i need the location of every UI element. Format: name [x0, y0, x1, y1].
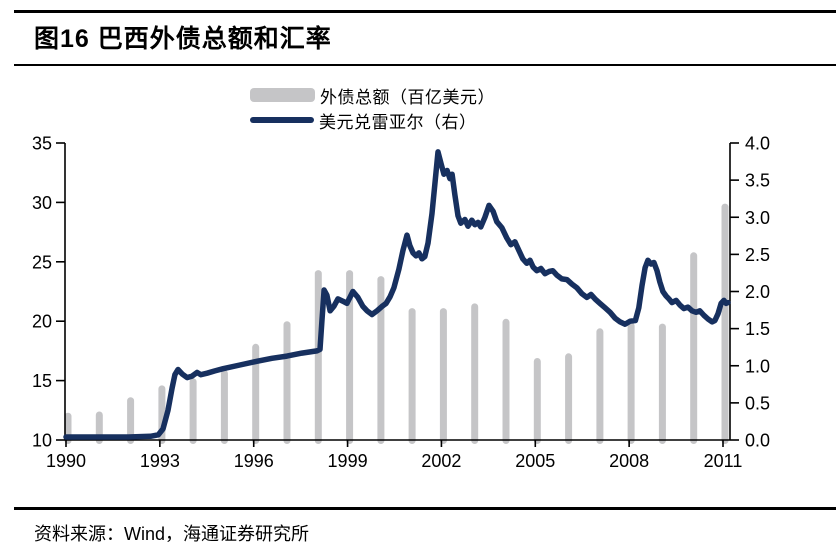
- left-axis-label: 35: [32, 134, 52, 154]
- bar-2010: [690, 252, 698, 444]
- title-rule: [14, 64, 836, 66]
- bar-2001: [408, 308, 416, 444]
- bar-1999: [346, 270, 354, 444]
- bar-2006: [565, 353, 573, 444]
- bar-2005: [533, 358, 541, 444]
- bar-2011: [721, 203, 729, 444]
- line-swatch-icon: [250, 117, 314, 123]
- bar-1992: [127, 397, 135, 444]
- x-axis-label: 1996: [234, 451, 274, 471]
- right-axis-label: 1.0: [745, 356, 770, 376]
- bar-2008: [627, 322, 635, 444]
- bar-2003: [471, 303, 479, 444]
- right-axis-label: 0.5: [745, 393, 770, 413]
- x-axis-label: 1990: [46, 451, 86, 471]
- bar-swatch-icon: [250, 88, 315, 102]
- bar-2009: [658, 323, 666, 444]
- x-axis-label: 2005: [515, 451, 555, 471]
- bottom-rule: [14, 507, 836, 510]
- right-axis-label: 1.5: [745, 319, 770, 339]
- x-axis-label: 1999: [328, 451, 368, 471]
- figure-title: 图16 巴西外债总额和汇率: [34, 25, 332, 53]
- bar-1995: [220, 369, 228, 444]
- source-note: 资料来源：Wind，海通证券研究所: [34, 524, 310, 544]
- left-axis-label: 20: [32, 312, 52, 332]
- legend-item-fx: 美元兑雷亚尔（右）: [250, 112, 495, 132]
- legend-label-debt: 外债总额（百亿美元）: [320, 87, 495, 107]
- legend-item-debt: 外债总额（百亿美元）: [250, 87, 495, 107]
- right-axis-label: 3.5: [745, 171, 770, 191]
- top-rule: [14, 10, 836, 13]
- fx-rate-line: [63, 149, 731, 440]
- bar-1994: [189, 378, 197, 444]
- left-axis-label: 30: [32, 193, 52, 213]
- chart-legend: 外债总额（百亿美元） 美元兑雷亚尔（右）: [250, 87, 495, 132]
- right-axis-label: 2.0: [745, 282, 770, 302]
- bar-2000: [377, 276, 385, 444]
- right-axis-label: 2.5: [745, 245, 770, 265]
- x-axis-label: 2011: [704, 451, 743, 471]
- legend-label-fx: 美元兑雷亚尔（右）: [319, 112, 477, 132]
- left-axis-label: 10: [32, 431, 52, 451]
- right-axis-label: 0.0: [745, 431, 770, 451]
- bar-2004: [502, 318, 510, 444]
- bar-1997: [283, 321, 291, 444]
- bar-2002: [439, 308, 447, 444]
- bar-2007: [596, 328, 604, 444]
- x-axis-label: 2008: [609, 451, 649, 471]
- left-axis-label: 25: [32, 252, 52, 272]
- bar-1998: [314, 270, 322, 444]
- right-axis-label: 3.0: [745, 208, 770, 228]
- left-axis-label: 15: [32, 371, 52, 391]
- x-axis-label: 1993: [140, 451, 180, 471]
- right-axis-label: 4.0: [745, 134, 770, 154]
- x-axis-label: 2002: [421, 451, 461, 471]
- bar-1996: [252, 343, 260, 444]
